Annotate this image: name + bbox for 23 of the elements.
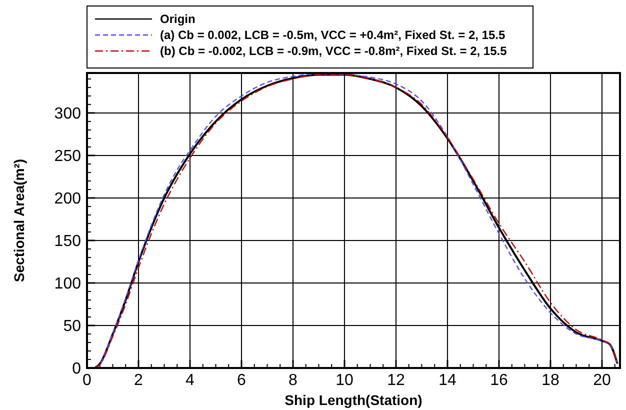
y-axis-title: Sectional Area(m²) — [11, 158, 27, 282]
legend-label: Origin — [160, 12, 196, 26]
legend-label: (a) Cb = 0.002, LCB = -0.5m, VCC = +0.4m², Fixed St. = 2, 15.5 — [160, 28, 506, 42]
x-tick-label: 0 — [82, 372, 92, 389]
x-tick-label: 20 — [593, 372, 611, 389]
x-tick-label: 10 — [336, 372, 354, 389]
x-tick-label: 16 — [490, 372, 508, 389]
y-tick-label: 100 — [54, 276, 82, 293]
x-tick-label: 18 — [542, 372, 560, 389]
x-tick-label: 6 — [237, 372, 246, 389]
x-tick-label: 2 — [134, 372, 144, 389]
x-tick-label: 4 — [186, 372, 195, 389]
y-tick-label: 50 — [63, 318, 82, 336]
y-tick-label: 200 — [54, 190, 82, 208]
x-axis-title: Ship Length(Station) — [284, 392, 422, 408]
x-tick-label: 8 — [288, 372, 298, 389]
y-tick-label: 150 — [54, 233, 82, 250]
y-tick-label: 0 — [72, 360, 82, 378]
y-tick-label: 250 — [54, 148, 82, 166]
x-tick-label: 12 — [387, 372, 405, 389]
x-tick-label: 14 — [438, 372, 456, 389]
y-tick-label: 300 — [54, 106, 82, 123]
legend-label: (b) Cb = -0.002, LCB = -0.9m, VCC = -0.8m², Fixed St. = 2, 15.5 — [160, 44, 508, 58]
